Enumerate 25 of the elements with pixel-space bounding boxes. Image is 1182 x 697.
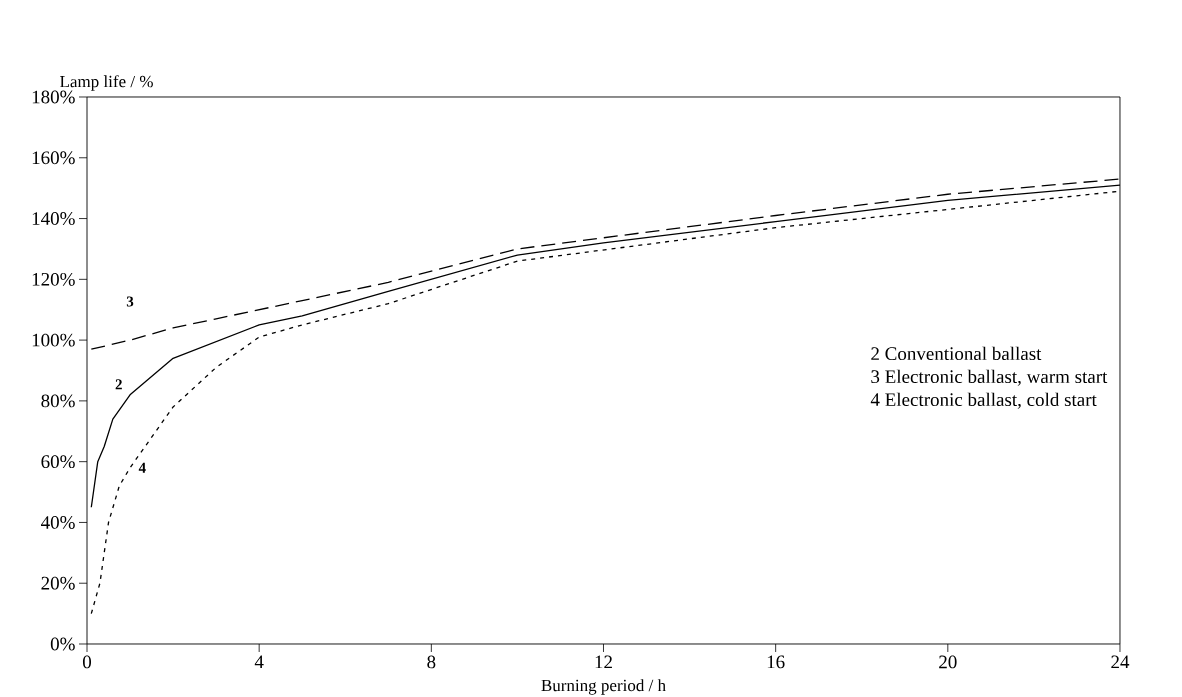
- y-tick-label: 180%: [32, 90, 75, 104]
- x-tick-label: 4: [254, 655, 264, 669]
- x-tick-label: 12: [595, 655, 612, 669]
- y-tick-label: 40%: [41, 516, 75, 529]
- annotation: 4 Electronic ballast, cold start: [870, 392, 1097, 409]
- x-tick-label: 20: [939, 655, 957, 669]
- annotation: 3 Electronic ballast, warm start: [871, 369, 1108, 386]
- y-tick-label: 100%: [32, 333, 75, 347]
- x-tick-label: 0: [82, 655, 92, 669]
- x-axis-title: Burning period / h: [541, 679, 666, 695]
- y-tick-label: 20%: [41, 576, 75, 590]
- series-label: 2: [115, 379, 122, 390]
- y-tick-label: 160%: [32, 151, 75, 165]
- y-tick-label: 120%: [32, 272, 75, 286]
- y-axis-title: Lamp life / %: [60, 75, 153, 91]
- y-tick-label: 60%: [41, 455, 75, 469]
- series-label: 4: [138, 462, 146, 473]
- x-tick-label: 16: [767, 655, 785, 669]
- text: 3: [126, 296, 134, 307]
- annotation: 2 Conventional ballast: [871, 346, 1042, 361]
- x-tick-label: 24: [1111, 655, 1130, 669]
- y-tick-label: 80%: [41, 394, 75, 408]
- x-tick-label: 8: [427, 655, 436, 669]
- y-tick-label: 140%: [32, 212, 75, 225]
- y-tick-label: 0%: [50, 637, 75, 651]
